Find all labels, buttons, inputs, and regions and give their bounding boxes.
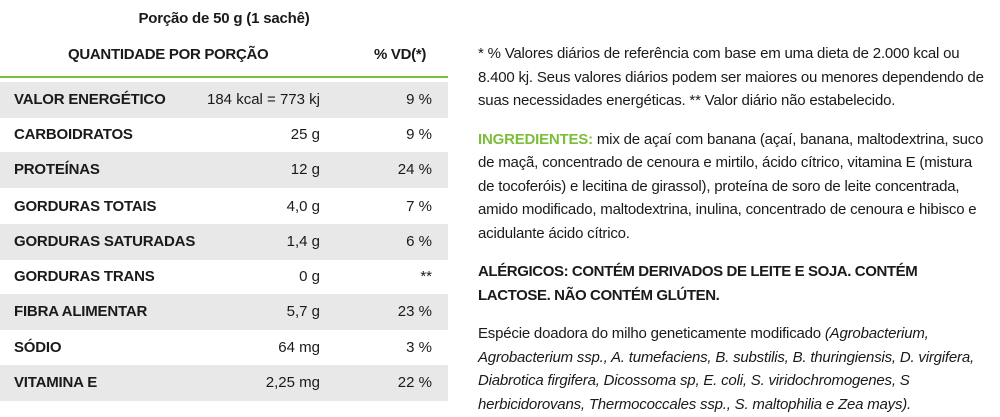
product-info: * % Valores diários de referência com ba…: [478, 42, 992, 416]
gmo-paragraph: Espécie doadora do milho geneticamente m…: [478, 322, 992, 416]
ingredients-text: mix de açaí com banana (açaí, banana, ma…: [478, 130, 984, 242]
nutrient-quantity: 2,25 mg: [265, 374, 320, 391]
daily-value-footnote: * % Valores diários de referência com ba…: [478, 45, 984, 109]
nutrient-daily-value: **: [420, 268, 432, 285]
nutrient-name: GORDURAS TRANS: [14, 268, 155, 285]
nutrient-daily-value: 22 %: [397, 374, 432, 391]
nutrient-name: VALOR ENERGÉTICO: [14, 91, 166, 108]
nutrient-name: GORDURAS SATURADAS: [14, 233, 196, 250]
nutrient-name: VITAMINA E: [14, 374, 97, 391]
nutrient-daily-value: 23 %: [397, 303, 432, 320]
table-row: FIBRA ALIMENTAR 5,7 g 23 %: [0, 294, 448, 330]
nutrient-daily-value: 9 %: [406, 91, 432, 108]
table-row: GORDURAS SATURADAS 1,4 g 6 %: [0, 224, 448, 260]
portion-size: Porção de 50 g (1 sachê): [138, 10, 310, 27]
ingredients-paragraph: INGREDIENTES: mix de açaí com banana (aç…: [478, 128, 992, 246]
header-quantity: QUANTIDADE POR PORÇÃO: [68, 46, 269, 63]
nutrient-quantity: 184 kcal = 773 kj: [207, 91, 320, 108]
table-row: CARBOIDRATOS 25 g 9 %: [0, 117, 448, 153]
nutrient-daily-value: 3 %: [406, 339, 432, 356]
nutrient-daily-value: 6 %: [406, 233, 432, 250]
nutrient-name: PROTEÍNAS: [14, 161, 100, 178]
allergens-warning: ALÉRGICOS: CONTÉM DERIVADOS DE LEITE E S…: [478, 263, 918, 304]
nutrient-quantity: 0 g: [299, 268, 320, 285]
gmo-species: (Agrobacterium, Agrobacterium ssp., A. t…: [478, 325, 974, 413]
nutrition-table: Porção de 50 g (1 sachê) QUANTIDADE POR …: [0, 0, 448, 417]
nutrient-quantity: 1,4 g: [286, 233, 320, 250]
table-row: PROTEÍNAS 12 g 24 %: [0, 152, 448, 188]
nutrient-quantity: 25 g: [290, 126, 320, 143]
nutrient-daily-value: 24 %: [397, 161, 432, 178]
nutrient-name: FIBRA ALIMENTAR: [14, 303, 148, 320]
table-row: GORDURAS TOTAIS 4,0 g 7 %: [0, 189, 448, 225]
table-row: VALOR ENERGÉTICO 184 kcal = 773 kj 9 %: [0, 82, 448, 118]
nutrient-daily-value: 7 %: [406, 198, 432, 215]
ingredients-label: INGREDIENTES:: [478, 130, 593, 148]
nutrient-quantity: 4,0 g: [286, 198, 320, 215]
nutrient-quantity: 5,7 g: [286, 303, 320, 320]
nutrient-quantity: 12 g: [290, 161, 320, 178]
nutrient-name: SÓDIO: [14, 339, 62, 356]
table-row: SÓDIO 64 mg 3 %: [0, 330, 448, 366]
table-row: VITAMINA E 2,25 mg 22 %: [0, 365, 448, 401]
nutrient-quantity: 64 mg: [278, 339, 320, 356]
nutrient-daily-value: 9 %: [406, 126, 432, 143]
nutrient-name: CARBOIDRATOS: [14, 126, 133, 143]
nutrient-name: GORDURAS TOTAIS: [14, 198, 157, 215]
gmo-text: Espécie doadora do milho geneticamente m…: [478, 325, 825, 342]
header-divider: [0, 76, 448, 78]
header-daily-value: % VD(*): [374, 46, 427, 63]
table-row: GORDURAS TRANS 0 g **: [0, 259, 448, 295]
